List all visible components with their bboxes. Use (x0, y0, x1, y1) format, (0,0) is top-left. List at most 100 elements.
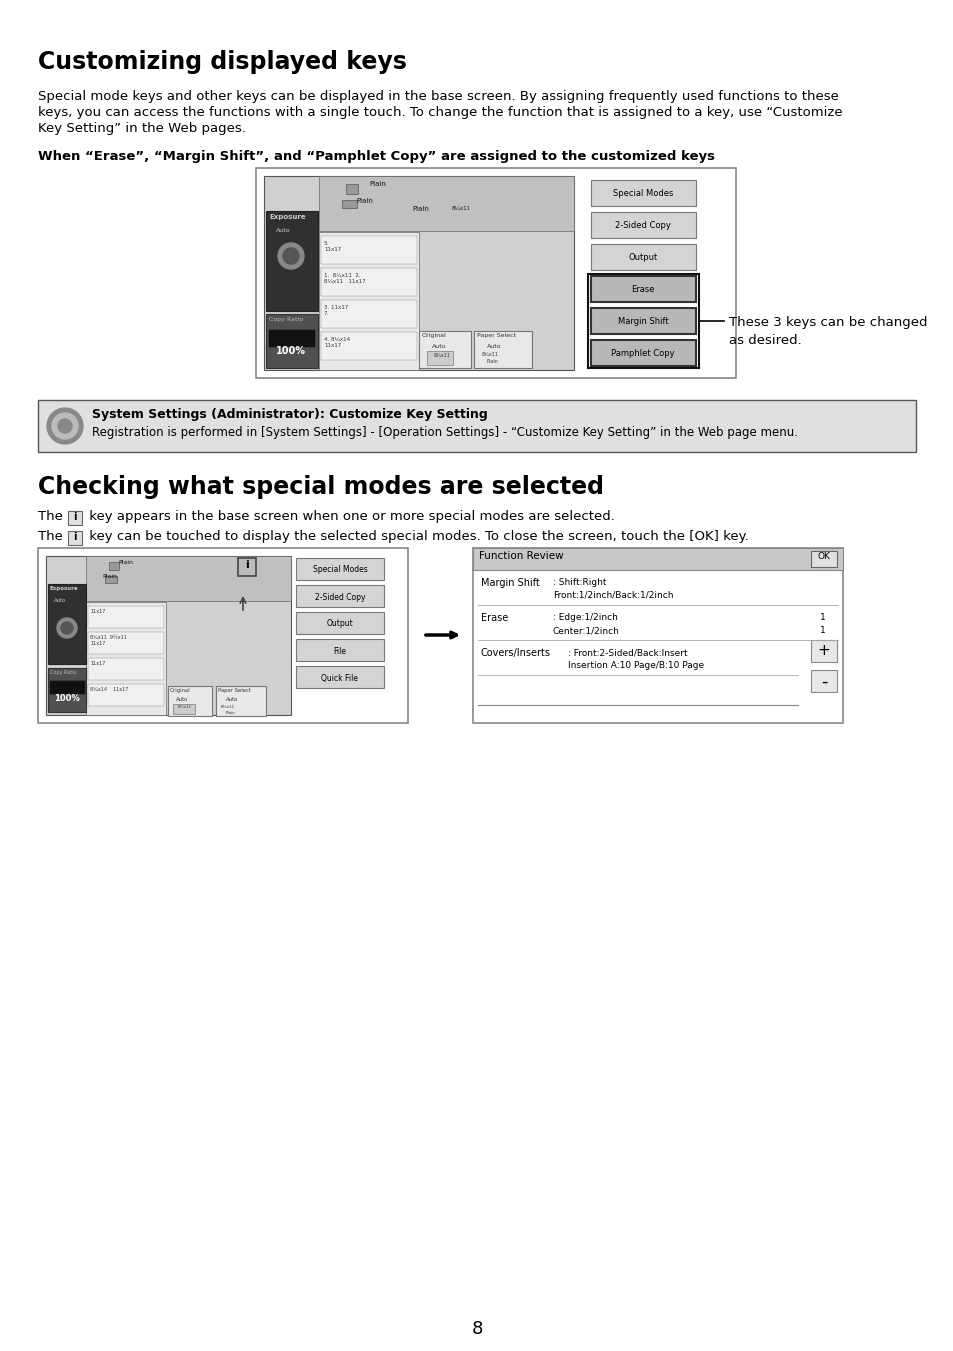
Text: File: File (334, 647, 346, 655)
Text: Plain: Plain (355, 199, 373, 204)
Bar (810, 670, 836, 692)
Text: OK: OK (817, 553, 829, 561)
Text: Registration is performed in [System Settings] - [Operation Settings] - “Customi: Registration is performed in [System Set… (91, 426, 797, 439)
Text: 2-Sided Copy: 2-Sided Copy (615, 222, 670, 231)
Circle shape (47, 408, 83, 444)
Bar (86, 603, 166, 715)
Text: Plain: Plain (118, 561, 132, 565)
Text: Special Modes: Special Modes (313, 566, 367, 574)
Bar (474, 331, 532, 367)
Text: Plain: Plain (102, 574, 117, 580)
Text: Center:1/2inch: Center:1/2inch (553, 626, 619, 635)
Circle shape (277, 243, 304, 269)
Text: Exposure: Exposure (269, 213, 305, 220)
Text: Pamphlet Copy: Pamphlet Copy (611, 350, 674, 358)
Text: 8¼x11: 8¼x11 (434, 353, 451, 358)
Text: When “Erase”, “Margin Shift”, and “Pamphlet Copy” are assigned to the customized: When “Erase”, “Margin Shift”, and “Pamph… (38, 150, 714, 163)
Text: These 3 keys can be changed: These 3 keys can be changed (728, 316, 926, 330)
Text: Auto: Auto (226, 697, 238, 703)
Text: 8¼x11: 8¼x11 (221, 705, 234, 709)
Text: 1: 1 (820, 626, 825, 635)
Bar (88, 607, 164, 628)
Text: The: The (38, 509, 67, 523)
Bar (320, 300, 416, 328)
Text: Plain: Plain (226, 711, 235, 715)
Text: i: i (73, 532, 76, 542)
Bar (295, 558, 384, 580)
Text: Erase: Erase (631, 285, 654, 295)
Text: 100%: 100% (54, 694, 80, 703)
Bar (46, 557, 291, 715)
Bar (320, 332, 416, 359)
Bar (590, 308, 696, 334)
Bar (473, 549, 842, 570)
Bar (255, 168, 735, 378)
Text: Paper Select: Paper Select (476, 332, 516, 338)
Bar (810, 640, 836, 662)
Bar (320, 236, 416, 263)
Text: +: + (817, 643, 829, 658)
Bar (295, 612, 384, 634)
Text: 1.  8¼x11  2.
8¼x11   11x17: 1. 8¼x11 2. 8¼x11 11x17 (324, 273, 365, 284)
Text: 8¼x14    11x17: 8¼x14 11x17 (90, 688, 129, 692)
Bar (590, 212, 696, 238)
Text: Margin Shift: Margin Shift (617, 317, 668, 327)
Bar (38, 400, 915, 453)
Text: Original: Original (170, 688, 191, 693)
Text: as desired.: as desired. (728, 334, 801, 347)
Circle shape (61, 621, 73, 634)
Text: Output: Output (326, 620, 353, 628)
Text: : Shift:Right: : Shift:Right (553, 578, 606, 586)
Text: Plain: Plain (369, 181, 385, 186)
Bar (590, 276, 696, 303)
Bar (587, 274, 699, 367)
Text: Copy Ratio: Copy Ratio (269, 317, 303, 322)
Text: Plain: Plain (486, 359, 498, 363)
Text: key can be touched to display the selected special modes. To close the screen, t: key can be touched to display the select… (85, 530, 748, 543)
Bar (68, 531, 82, 544)
Text: 8¼x11  9½x11
11x17: 8¼x11 9½x11 11x17 (90, 635, 127, 646)
Text: Insertion A:10 Page/B:10 Page: Insertion A:10 Page/B:10 Page (567, 661, 703, 670)
Bar (48, 584, 86, 663)
Bar (590, 245, 696, 270)
Bar (49, 680, 85, 694)
Text: 100%: 100% (275, 346, 306, 357)
Bar (295, 666, 384, 688)
Text: i: i (245, 561, 249, 570)
Text: Auto: Auto (486, 345, 501, 349)
Bar (590, 340, 696, 366)
Text: 5.
11x17: 5. 11x17 (324, 240, 341, 251)
Circle shape (52, 413, 78, 439)
Text: Special mode keys and other keys can be displayed in the base screen. By assigni: Special mode keys and other keys can be … (38, 91, 838, 103)
Bar (172, 704, 194, 713)
Text: Front:1/2inch/Back:1/2inch: Front:1/2inch/Back:1/2inch (553, 590, 673, 600)
Text: 11x17: 11x17 (90, 661, 105, 666)
Bar (168, 686, 212, 716)
Bar (109, 562, 119, 570)
Bar (473, 549, 842, 723)
Circle shape (283, 249, 298, 263)
Bar (318, 176, 574, 231)
Text: The: The (38, 530, 67, 543)
Bar (68, 511, 82, 526)
Bar (590, 180, 696, 205)
Text: 1: 1 (820, 613, 825, 621)
Circle shape (58, 419, 71, 434)
Text: Auto: Auto (175, 697, 188, 703)
Bar (237, 558, 255, 576)
Text: Output: Output (628, 254, 657, 262)
Circle shape (57, 617, 77, 638)
Text: Quick File: Quick File (321, 674, 358, 682)
Bar (88, 658, 164, 680)
Bar (48, 667, 86, 712)
Text: 4. 8¼x14
11x17: 4. 8¼x14 11x17 (324, 336, 350, 347)
Bar (295, 585, 384, 607)
Bar (295, 639, 384, 661)
Text: 3. 11x17
7.: 3. 11x17 7. (324, 305, 348, 316)
Text: 8¼x11: 8¼x11 (452, 205, 471, 211)
Text: Plain: Plain (412, 205, 429, 212)
Bar (810, 551, 836, 567)
Text: i: i (73, 512, 76, 521)
Text: Exposure: Exposure (50, 586, 78, 590)
Text: Covers/Inserts: Covers/Inserts (480, 648, 551, 658)
